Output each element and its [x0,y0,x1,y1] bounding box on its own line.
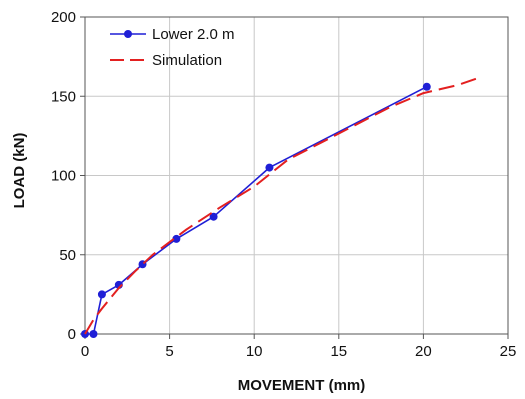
lower-2m-marker [209,212,218,221]
series-layer [81,77,477,338]
grid [85,17,508,334]
y-tick-label: 100 [51,168,76,185]
lower-2m-line [85,85,428,335]
x-tick-label: 15 [330,343,347,360]
x-tick-label: 0 [81,343,89,360]
x-tick-label: 10 [246,343,263,360]
x-tick-label: 25 [500,343,517,360]
x-tick-label: 5 [165,343,173,360]
lower-2m-marker [265,163,274,172]
legend-label-0: Lower 2.0 m [152,26,235,43]
y-tick-label: 200 [51,9,76,26]
simulation-line [84,77,477,335]
y-tick-label: 150 [51,88,76,105]
y-tick-label: 50 [59,247,76,264]
x-tick-label: 20 [415,343,432,360]
legend-label-1: Simulation [152,52,222,69]
y-axis-title: LOAD (kN) [11,133,28,209]
lower-2m-marker [97,290,106,299]
x-axis-title: MOVEMENT (mm) [238,377,366,394]
lower-2m-marker [422,82,431,91]
lower-2m-marker [89,330,98,338]
legend-marker-0 [124,30,132,38]
y-tick-label: 0 [68,326,76,343]
axis-ticks: 0 5 10 15 20 25 0 50 100 150 200 [51,9,516,360]
lower-2m-marker [172,234,181,243]
legend: Lower 2.0 m Simulation [110,26,235,69]
